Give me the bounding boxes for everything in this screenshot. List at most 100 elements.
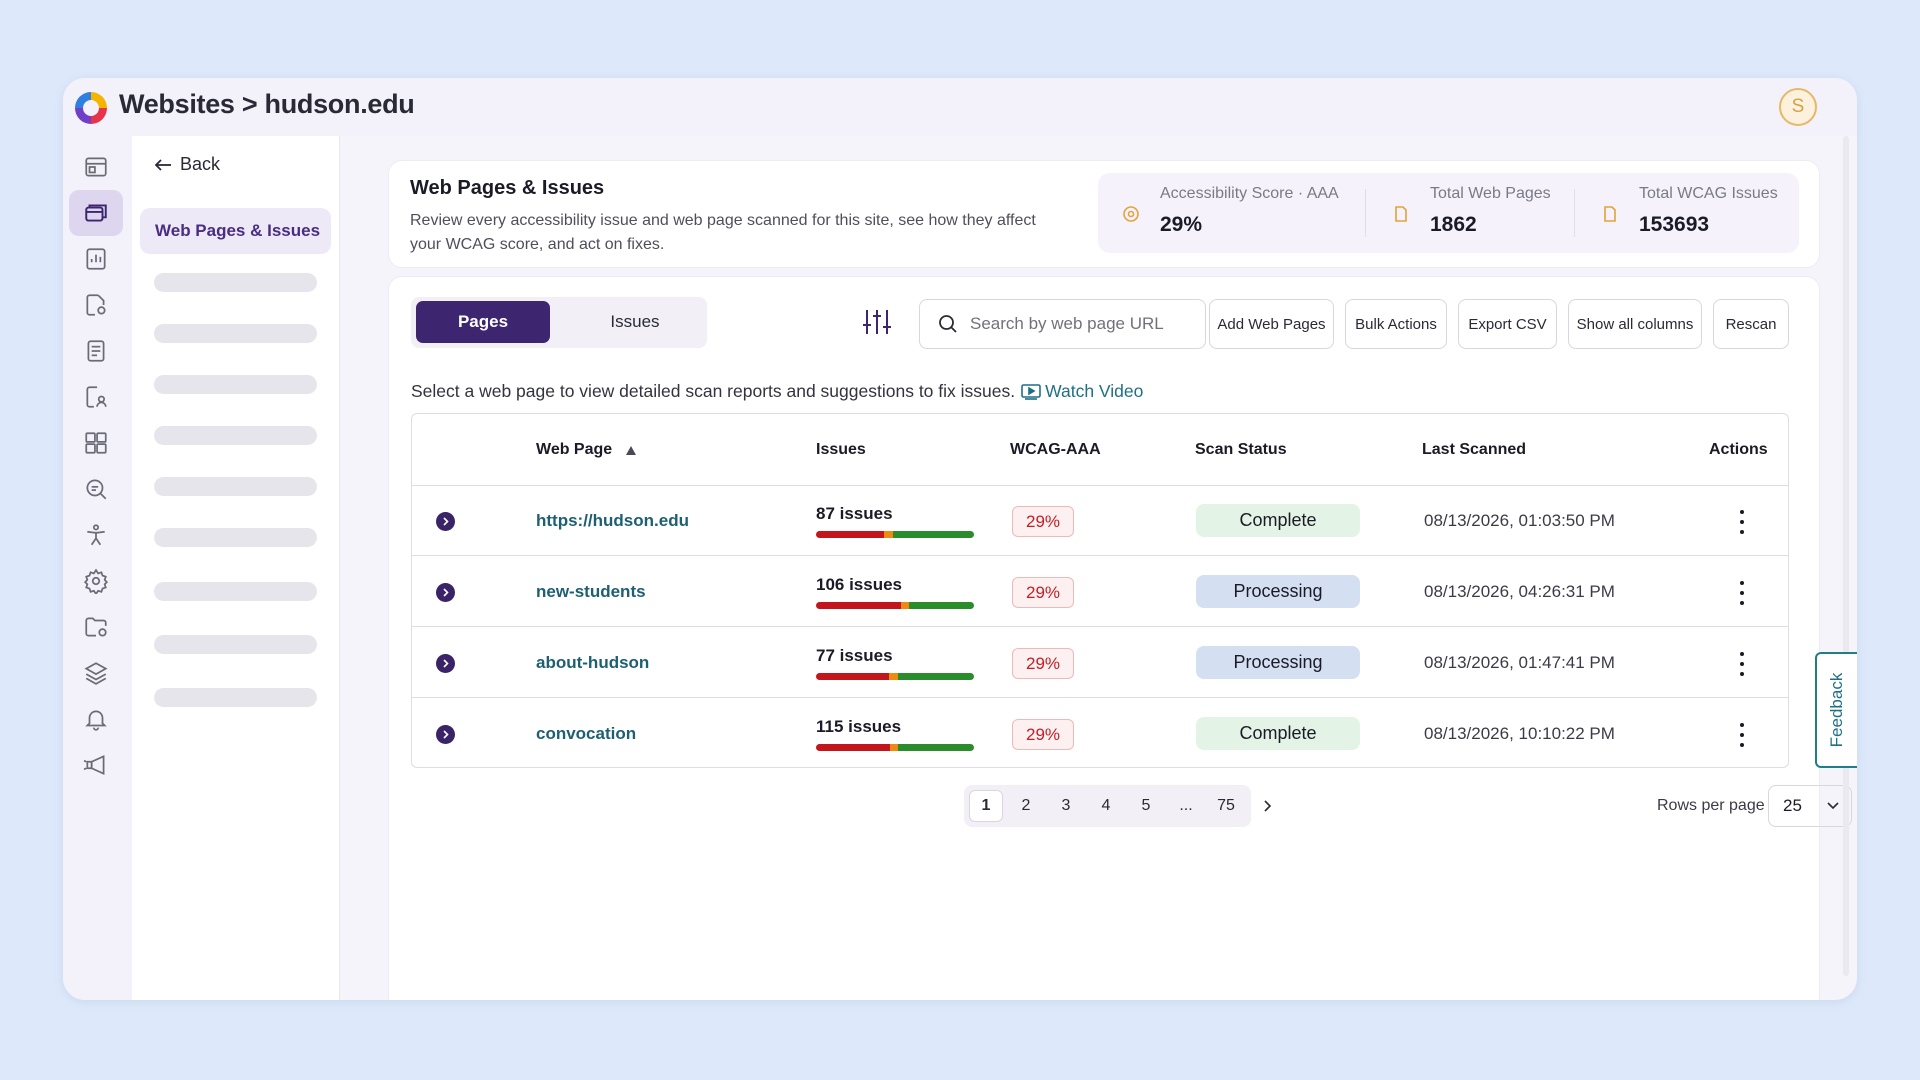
- tab-issues[interactable]: Issues: [610, 312, 660, 331]
- column-last-scanned[interactable]: Last Scanned: [1422, 441, 1527, 458]
- export-csv-button[interactable]: Export CSV: [1458, 299, 1557, 349]
- web-page-link[interactable]: convocation: [536, 724, 637, 743]
- scan-status-badge: Processing: [1196, 575, 1360, 608]
- watch-video-link[interactable]: Watch Video: [1021, 381, 1143, 402]
- subnav-item-web-pages[interactable]: Web Pages & Issues: [140, 208, 331, 254]
- accessibility-icon[interactable]: [69, 512, 123, 558]
- breadcrumb[interactable]: Websites > hudson.edu: [119, 89, 415, 119]
- stat-value: 1862: [1430, 213, 1477, 236]
- severity-bar-minor: [909, 602, 974, 609]
- app-logo[interactable]: [71, 88, 111, 128]
- page-number-button[interactable]: 5: [1141, 797, 1151, 814]
- severity-bar-critical: [816, 602, 902, 609]
- chevron-right-icon: [443, 730, 449, 739]
- page-number-button[interactable]: 1: [969, 790, 1003, 822]
- page-number-button[interactable]: 2: [1021, 797, 1031, 814]
- expand-row-button[interactable]: [436, 725, 455, 744]
- severity-bar-moderate: [888, 673, 899, 680]
- wcag-score-badge: 29%: [1012, 648, 1074, 679]
- document-user-icon[interactable]: [69, 374, 123, 420]
- web-pages-icon[interactable]: [69, 190, 123, 236]
- issue-severity-bar: [816, 673, 974, 680]
- announcement-icon[interactable]: [69, 742, 123, 788]
- search-analytics-icon[interactable]: [69, 466, 123, 512]
- pagination-ellipsis: ...: [1179, 797, 1193, 814]
- feedback-tab[interactable]: Feedback: [1815, 652, 1857, 768]
- web-pages-panel: Pages Issues Add Web Pages Bulk Actions …: [388, 276, 1852, 1000]
- dashboard-icon[interactable]: [69, 144, 123, 190]
- page-number-button[interactable]: 4: [1101, 797, 1111, 814]
- tab-pages[interactable]: Pages: [416, 301, 550, 343]
- filter-sliders-icon[interactable]: [861, 307, 893, 337]
- row-actions-menu-icon[interactable]: [1737, 723, 1747, 747]
- user-avatar[interactable]: S: [1779, 88, 1817, 126]
- show-all-columns-button[interactable]: Show all columns: [1568, 299, 1702, 349]
- chevron-right-icon: [443, 659, 449, 668]
- skeleton-placeholder: [154, 528, 317, 547]
- back-button[interactable]: Back: [154, 154, 220, 175]
- document-icon[interactable]: [69, 328, 123, 374]
- arrow-left-icon: [154, 158, 171, 171]
- issue-severity-bar: [816, 744, 974, 751]
- bulk-actions-button[interactable]: Bulk Actions: [1345, 299, 1447, 349]
- settings-icon[interactable]: [69, 558, 123, 604]
- expand-row-button[interactable]: [436, 512, 455, 531]
- stat-value: 29%: [1160, 213, 1203, 236]
- expand-row-button[interactable]: [436, 654, 455, 673]
- folder-settings-icon[interactable]: [69, 604, 123, 650]
- reports-icon[interactable]: [69, 236, 123, 282]
- document-settings-icon[interactable]: [69, 282, 123, 328]
- issues-count: 87 issues: [816, 504, 893, 523]
- feedback-label: Feedback: [1827, 672, 1846, 748]
- chevron-right-icon: [1264, 800, 1271, 812]
- icon-rail: [63, 136, 132, 1000]
- scan-status-badge: Complete: [1196, 717, 1360, 750]
- web-pages-table: Web Page Issues WCAG-AAA Scan Status Las…: [411, 413, 1789, 768]
- skeleton-placeholder: [154, 477, 317, 496]
- column-issues[interactable]: Issues: [816, 441, 866, 458]
- scan-status-badge: Processing: [1196, 646, 1360, 679]
- row-actions-menu-icon[interactable]: [1737, 581, 1747, 605]
- column-wcag[interactable]: WCAG-AAA: [1010, 441, 1101, 458]
- expand-row-button[interactable]: [436, 583, 455, 602]
- web-page-link[interactable]: new-students: [536, 582, 646, 601]
- scrollbar[interactable]: [1843, 136, 1849, 976]
- severity-bar-critical: [816, 673, 889, 680]
- divider: [1365, 189, 1366, 237]
- issues-count: 77 issues: [816, 646, 893, 665]
- bell-icon[interactable]: [69, 696, 123, 742]
- layers-icon[interactable]: [69, 650, 123, 696]
- column-actions: Actions: [1709, 441, 1768, 458]
- row-actions-menu-icon[interactable]: [1737, 652, 1747, 676]
- rescan-button[interactable]: Rescan: [1713, 299, 1789, 349]
- table-row[interactable]: https://hudson.edu 87 issues 29% Complete 08…: [412, 486, 1788, 556]
- page-header-card: Web Pages & Issues Review every accessib…: [388, 160, 1820, 268]
- view-toggle: Pages Issues: [411, 297, 707, 348]
- skeleton-placeholder: [154, 426, 317, 445]
- row-actions-menu-icon[interactable]: [1737, 510, 1747, 534]
- components-icon[interactable]: [69, 420, 123, 466]
- skeleton-placeholder: [154, 324, 317, 343]
- page-number-button[interactable]: 3: [1061, 797, 1071, 814]
- page-number-button[interactable]: 75: [1217, 797, 1235, 814]
- table-row[interactable]: about-hudson 77 issues 29% Processing 08/13/…: [412, 628, 1788, 698]
- web-page-link[interactable]: https://hudson.edu: [536, 511, 689, 530]
- back-label: Back: [180, 154, 221, 174]
- column-scan-status[interactable]: Scan Status: [1195, 441, 1287, 458]
- severity-bar-critical: [816, 744, 891, 751]
- divider: [1574, 189, 1575, 237]
- web-page-link[interactable]: about-hudson: [536, 653, 650, 672]
- add-web-pages-button[interactable]: Add Web Pages: [1209, 299, 1334, 349]
- severity-bar-moderate: [890, 744, 899, 751]
- severity-bar-minor: [893, 531, 974, 538]
- search-input[interactable]: [970, 314, 1190, 334]
- next-page-button[interactable]: [1255, 791, 1279, 821]
- column-web-page[interactable]: Web Page: [536, 441, 637, 459]
- table-row[interactable]: new-students 106 issues 29% Processing 08/13…: [412, 557, 1788, 627]
- chevron-down-icon: [1827, 802, 1839, 810]
- table-row[interactable]: convocation 115 issues 29% Complete 08/13/20…: [412, 699, 1788, 767]
- helper-message: Select a web page to view detailed scan …: [411, 381, 1016, 401]
- score-icon: [1123, 206, 1139, 222]
- sort-ascending-icon: [626, 445, 637, 455]
- rows-per-page-select[interactable]: 25: [1768, 785, 1852, 827]
